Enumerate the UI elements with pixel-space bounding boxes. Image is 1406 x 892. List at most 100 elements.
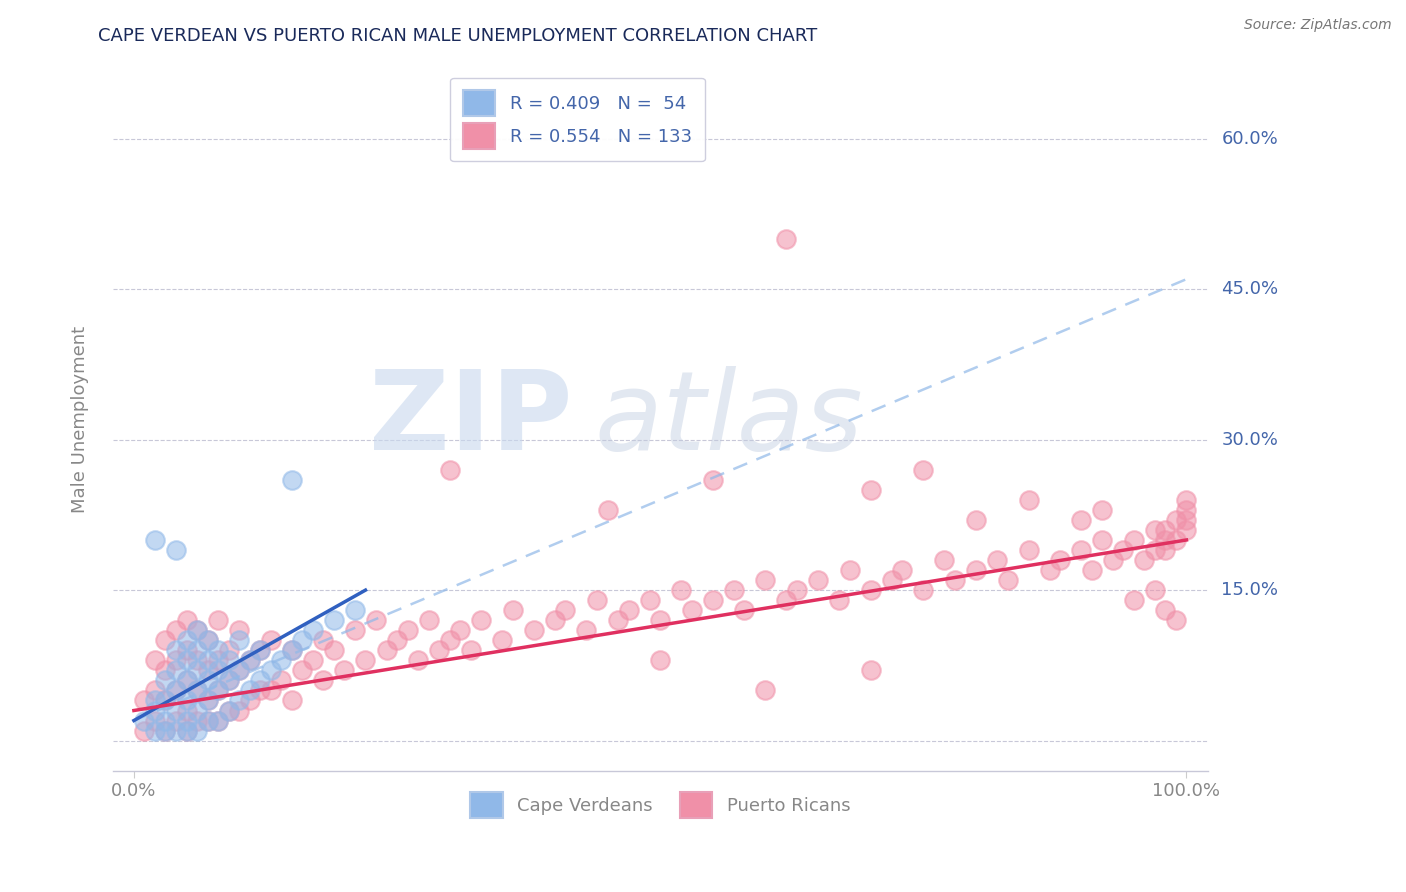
Point [207, 714, 229, 728]
Point [1049, 553, 1071, 567]
Point [143, 533, 166, 547]
Point [385, 633, 408, 648]
Point [218, 704, 240, 718]
Point [891, 563, 914, 577]
Point [302, 624, 325, 638]
Point [186, 624, 208, 638]
Point [176, 723, 198, 738]
Point [176, 693, 198, 707]
Point [186, 723, 208, 738]
Point [1070, 513, 1092, 527]
Point [554, 603, 576, 617]
Point [406, 653, 429, 667]
Point [943, 573, 966, 587]
Point [218, 653, 240, 667]
Point [197, 693, 219, 707]
Point [186, 714, 208, 728]
Point [754, 683, 776, 698]
Point [1154, 543, 1177, 558]
Point [775, 593, 797, 607]
Point [207, 683, 229, 698]
Point [1101, 553, 1123, 567]
Point [155, 633, 177, 648]
Point [291, 664, 314, 678]
Point [165, 683, 187, 698]
Point [470, 613, 492, 627]
Point [1018, 543, 1040, 558]
Point [165, 714, 187, 728]
Point [1039, 563, 1062, 577]
Point [1175, 523, 1198, 537]
Point [218, 704, 240, 718]
Point [1164, 613, 1187, 627]
Point [491, 633, 513, 648]
Point [322, 613, 344, 627]
Point [912, 463, 935, 477]
Text: CAPE VERDEAN VS PUERTO RICAN MALE UNEMPLOYMENT CORRELATION CHART: CAPE VERDEAN VS PUERTO RICAN MALE UNEMPL… [98, 27, 818, 45]
Point [343, 603, 366, 617]
Point [228, 664, 250, 678]
Point [702, 593, 724, 607]
Point [176, 653, 198, 667]
Point [502, 603, 524, 617]
Point [165, 664, 187, 678]
Point [1154, 603, 1177, 617]
Point [239, 693, 262, 707]
Point [155, 693, 177, 707]
Point [281, 693, 304, 707]
Text: 15.0%: 15.0% [1222, 581, 1278, 599]
Point [186, 683, 208, 698]
Point [186, 624, 208, 638]
Point [281, 643, 304, 657]
Point [364, 613, 387, 627]
Text: 60.0%: 60.0% [1222, 129, 1278, 148]
Point [155, 664, 177, 678]
Point [1175, 503, 1198, 517]
Point [270, 653, 292, 667]
Point [186, 643, 208, 657]
Legend: Cape Verdeans, Puerto Ricans: Cape Verdeans, Puerto Ricans [463, 785, 858, 825]
Point [1122, 533, 1144, 547]
Point [165, 704, 187, 718]
Point [197, 633, 219, 648]
Point [1164, 533, 1187, 547]
Point [218, 643, 240, 657]
Point [176, 673, 198, 688]
Point [165, 624, 187, 638]
Point [176, 613, 198, 627]
Text: 45.0%: 45.0% [1222, 280, 1278, 298]
Point [544, 613, 567, 627]
Point [1154, 523, 1177, 537]
Point [239, 653, 262, 667]
Point [354, 653, 377, 667]
Point [197, 714, 219, 728]
Point [1070, 543, 1092, 558]
Point [302, 653, 325, 667]
Point [607, 613, 630, 627]
Point [270, 673, 292, 688]
Text: atlas: atlas [595, 366, 863, 473]
Point [134, 714, 156, 728]
Point [786, 583, 808, 598]
Point [207, 653, 229, 667]
Point [312, 673, 335, 688]
Point [165, 723, 187, 738]
Point [186, 653, 208, 667]
Point [460, 643, 482, 657]
Point [733, 603, 755, 617]
Point [239, 683, 262, 698]
Point [396, 624, 419, 638]
Point [418, 613, 440, 627]
Point [702, 473, 724, 487]
Point [1175, 492, 1198, 507]
Point [586, 593, 609, 607]
Point [143, 714, 166, 728]
Point [449, 624, 471, 638]
Point [134, 723, 156, 738]
Point [143, 653, 166, 667]
Point [218, 673, 240, 688]
Point [249, 643, 271, 657]
Point [828, 593, 851, 607]
Y-axis label: Male Unemployment: Male Unemployment [72, 326, 89, 513]
Point [239, 653, 262, 667]
